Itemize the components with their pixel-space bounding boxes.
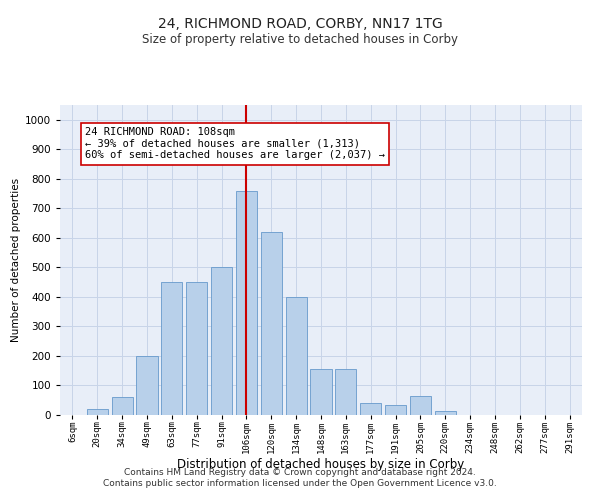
Bar [360, 403, 381, 415]
Bar [335, 369, 356, 415]
Bar [136, 356, 158, 415]
Bar [286, 297, 307, 415]
Bar [236, 190, 257, 415]
Y-axis label: Number of detached properties: Number of detached properties [11, 178, 20, 342]
Text: Contains HM Land Registry data © Crown copyright and database right 2024.
Contai: Contains HM Land Registry data © Crown c… [103, 468, 497, 487]
Bar [435, 410, 456, 415]
Bar [87, 409, 108, 415]
Bar [410, 396, 431, 415]
Bar [161, 282, 182, 415]
Text: Size of property relative to detached houses in Corby: Size of property relative to detached ho… [142, 32, 458, 46]
Bar [261, 232, 282, 415]
Bar [385, 404, 406, 415]
Text: 24, RICHMOND ROAD, CORBY, NN17 1TG: 24, RICHMOND ROAD, CORBY, NN17 1TG [158, 18, 442, 32]
Bar [211, 268, 232, 415]
X-axis label: Distribution of detached houses by size in Corby: Distribution of detached houses by size … [178, 458, 464, 471]
Text: 24 RICHMOND ROAD: 108sqm
← 39% of detached houses are smaller (1,313)
60% of sem: 24 RICHMOND ROAD: 108sqm ← 39% of detach… [85, 127, 385, 160]
Bar [310, 369, 332, 415]
Bar [186, 282, 207, 415]
Bar [112, 398, 133, 415]
